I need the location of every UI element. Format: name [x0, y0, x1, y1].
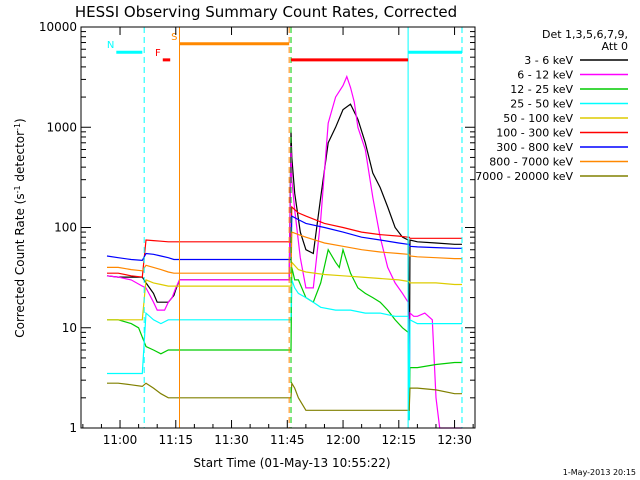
y-tick-label-4: 10000 — [39, 20, 77, 34]
legend-header-line2: Att 0 — [602, 40, 628, 53]
y-tick-label-3: 1000 — [46, 120, 77, 134]
x-tick-label-5: 12:15 — [382, 433, 417, 447]
y-axis-label-exp2: -1 — [13, 123, 22, 131]
x-tick-label-4: 12:00 — [326, 433, 361, 447]
y-axis-label-end: ) — [13, 118, 27, 123]
x-tick-label-1: 11:15 — [158, 433, 193, 447]
series-line-0 — [106, 103, 462, 421]
series-line-7 — [107, 231, 462, 274]
legend-label-1: 6 - 12 keV — [517, 69, 573, 82]
series-line-5 — [107, 205, 462, 278]
legend-label-8: 7000 - 20000 keV — [475, 170, 573, 183]
y-tick-label-0: 1 — [69, 421, 77, 435]
y-axis-label-mid: detector — [13, 131, 27, 186]
y-tick-label-1: 10 — [62, 321, 77, 335]
chart-title: HESSI Observing Summary Count Rates, Cor… — [75, 3, 457, 21]
legend: Det 1,3,5,6,7,9,Att 0 3 - 6 keV 6 - 12 keV… — [475, 28, 628, 183]
y-axis-label-exp1: -1 — [13, 185, 22, 193]
legend-label-6: 300 - 800 keV — [496, 141, 573, 154]
legend-label-2: 12 - 25 keV — [510, 83, 573, 96]
legend-label-0: 3 - 6 keV — [524, 54, 573, 67]
series-line-8 — [107, 381, 462, 411]
y-axis-label-main: Corrected Count Rate (s — [13, 193, 27, 337]
y-tick-label-2: 100 — [54, 221, 77, 235]
x-tick-label-3: 11:45 — [270, 433, 305, 447]
axes: 11:00 11:15 11:30 11:45 12:00 12:15 12:30 1 10 10… — [39, 20, 476, 447]
series-line-1 — [106, 74, 462, 429]
legend-label-5: 100 - 300 keV — [496, 127, 573, 140]
x-tick-label-2: 11:30 — [214, 433, 249, 447]
legend-label-3: 25 - 50 keV — [510, 98, 573, 111]
flag-label-N: N — [107, 40, 114, 51]
legend-label-7: 800 - 7000 keV — [489, 156, 573, 169]
legend-label-4: 50 - 100 keV — [503, 112, 573, 125]
x-axis-label: Start Time (01-May-13 10:55:22) — [193, 456, 390, 470]
legend-header-line1: Det 1,3,5,6,7,9, — [542, 28, 628, 41]
x-tick-label-6: 12:30 — [437, 433, 472, 447]
x-tick-label-0: 11:00 — [103, 433, 138, 447]
flag-label-F: F — [155, 48, 161, 59]
plot-area: N FS — [106, 27, 463, 429]
series-line-2 — [107, 247, 462, 411]
y-axis-label: Corrected Count Rate (s-1 detector-1) — [13, 118, 27, 337]
series-line-6 — [106, 215, 462, 262]
footer-timestamp: 1-May-2013 20:15 — [563, 468, 636, 477]
series-line-4 — [107, 260, 462, 321]
flag-label-S: S — [171, 32, 177, 43]
